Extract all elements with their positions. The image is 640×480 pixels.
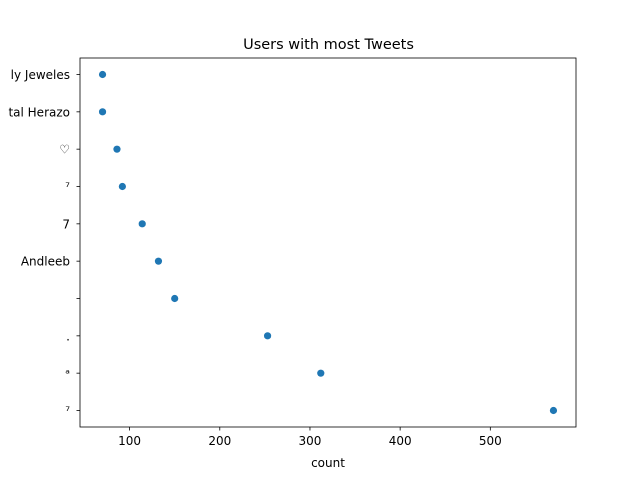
y-tick-label: Andleeb: [21, 255, 70, 269]
data-point: [118, 182, 126, 191]
data-point: [98, 70, 107, 79]
x-tick-label: 200: [208, 434, 231, 448]
y-tick-label: ᵃ: [65, 367, 70, 381]
y-tick-label: .: [66, 329, 70, 343]
data-points: [98, 70, 558, 415]
y-tick-label: ♡: [59, 143, 70, 157]
data-point: [138, 220, 146, 228]
data-point: [171, 294, 179, 303]
y-tick-label: ly Jeweles: [11, 68, 70, 82]
data-point: [263, 332, 272, 340]
y-tick-label: 7: [62, 217, 70, 231]
x-tick-label: 300: [299, 434, 322, 448]
data-point: [317, 369, 325, 377]
data-point: [549, 406, 558, 415]
y-axis: ly Jeweles tal Herazo ♡ ㅤㅤ⁷ 7 Andleeb ㅤ. ᵃ ⁷: [8, 68, 80, 418]
y-tick-label: tal Herazo: [8, 105, 70, 119]
y-tick-label: ㅤㅤ⁷: [43, 180, 70, 194]
x-tick-label: 100: [118, 434, 141, 448]
y-tick-label: ⁷: [65, 404, 70, 418]
chart-title: Users with most Tweets: [243, 37, 414, 53]
y-tick-label: ㅤ: [59, 292, 70, 306]
x-axis: 100 200 300 400 500: [118, 427, 502, 448]
data-point: [154, 257, 163, 265]
x-axis-title: count: [311, 456, 345, 470]
x-tick-label: 500: [479, 434, 502, 448]
data-point: [98, 108, 107, 116]
plot-area: [79, 57, 577, 428]
data-point: [113, 145, 121, 153]
x-tick-label: 400: [389, 434, 412, 448]
